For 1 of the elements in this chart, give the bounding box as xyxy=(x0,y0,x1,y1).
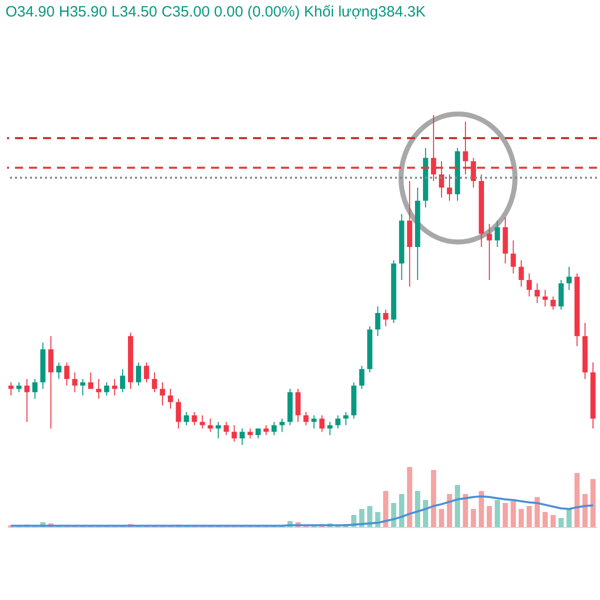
chart-title: O34.90 H35.90 L34.50 C35.00 0.00 (0.00%) Khối lượng384.3K xyxy=(5,4,426,20)
